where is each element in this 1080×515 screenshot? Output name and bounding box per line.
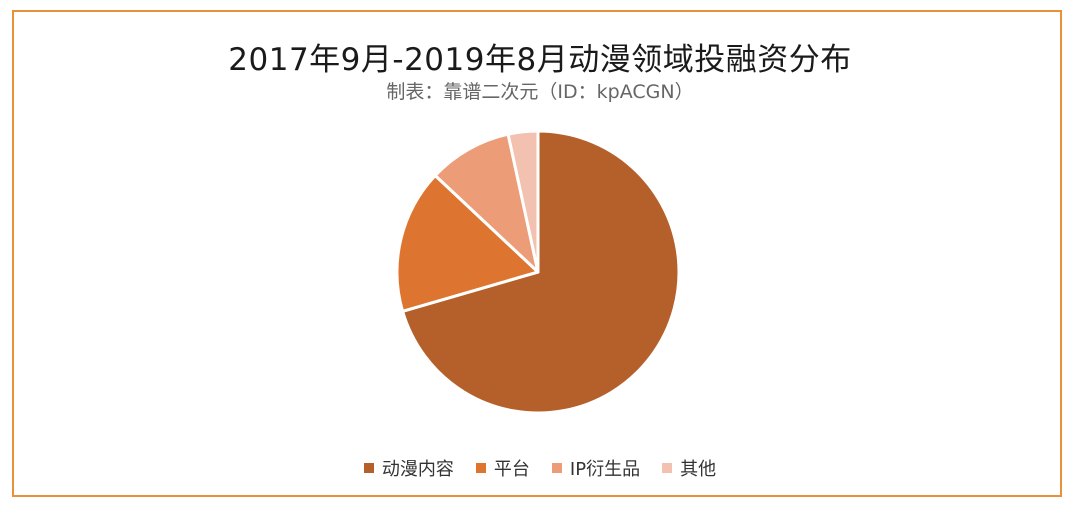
chart-subtitle: 制表：靠谱二次元（ID：kpACGN） [386,81,694,103]
pie-slice-2 [433,132,540,274]
legend-label-1: 平台 [493,459,530,480]
legend-item-3: 其他 [662,455,716,481]
pie-slice-0 [401,129,681,415]
legend-label-0: 动漫内容 [381,459,454,480]
legend-swatch-1 [475,463,486,473]
legend-item-1: 平台 [475,455,530,481]
legend-item-2: IP衍生品 [551,455,641,481]
legend-label-3: 其他 [680,459,717,480]
legend-item-0: 动漫内容 [363,455,454,481]
legend-label-2: IP衍生品 [569,459,641,480]
legend-swatch-2 [551,463,562,473]
pie-slice-3 [506,129,540,274]
pie-slice-1 [395,173,540,313]
legend: 动漫内容 平台 IP衍生品 其他 [0,455,1080,481]
legend-swatch-3 [662,463,673,473]
legend-swatch-0 [363,463,374,473]
chart-title: 2017年9月-2019年8月动漫领域投融资分布 [228,42,852,78]
